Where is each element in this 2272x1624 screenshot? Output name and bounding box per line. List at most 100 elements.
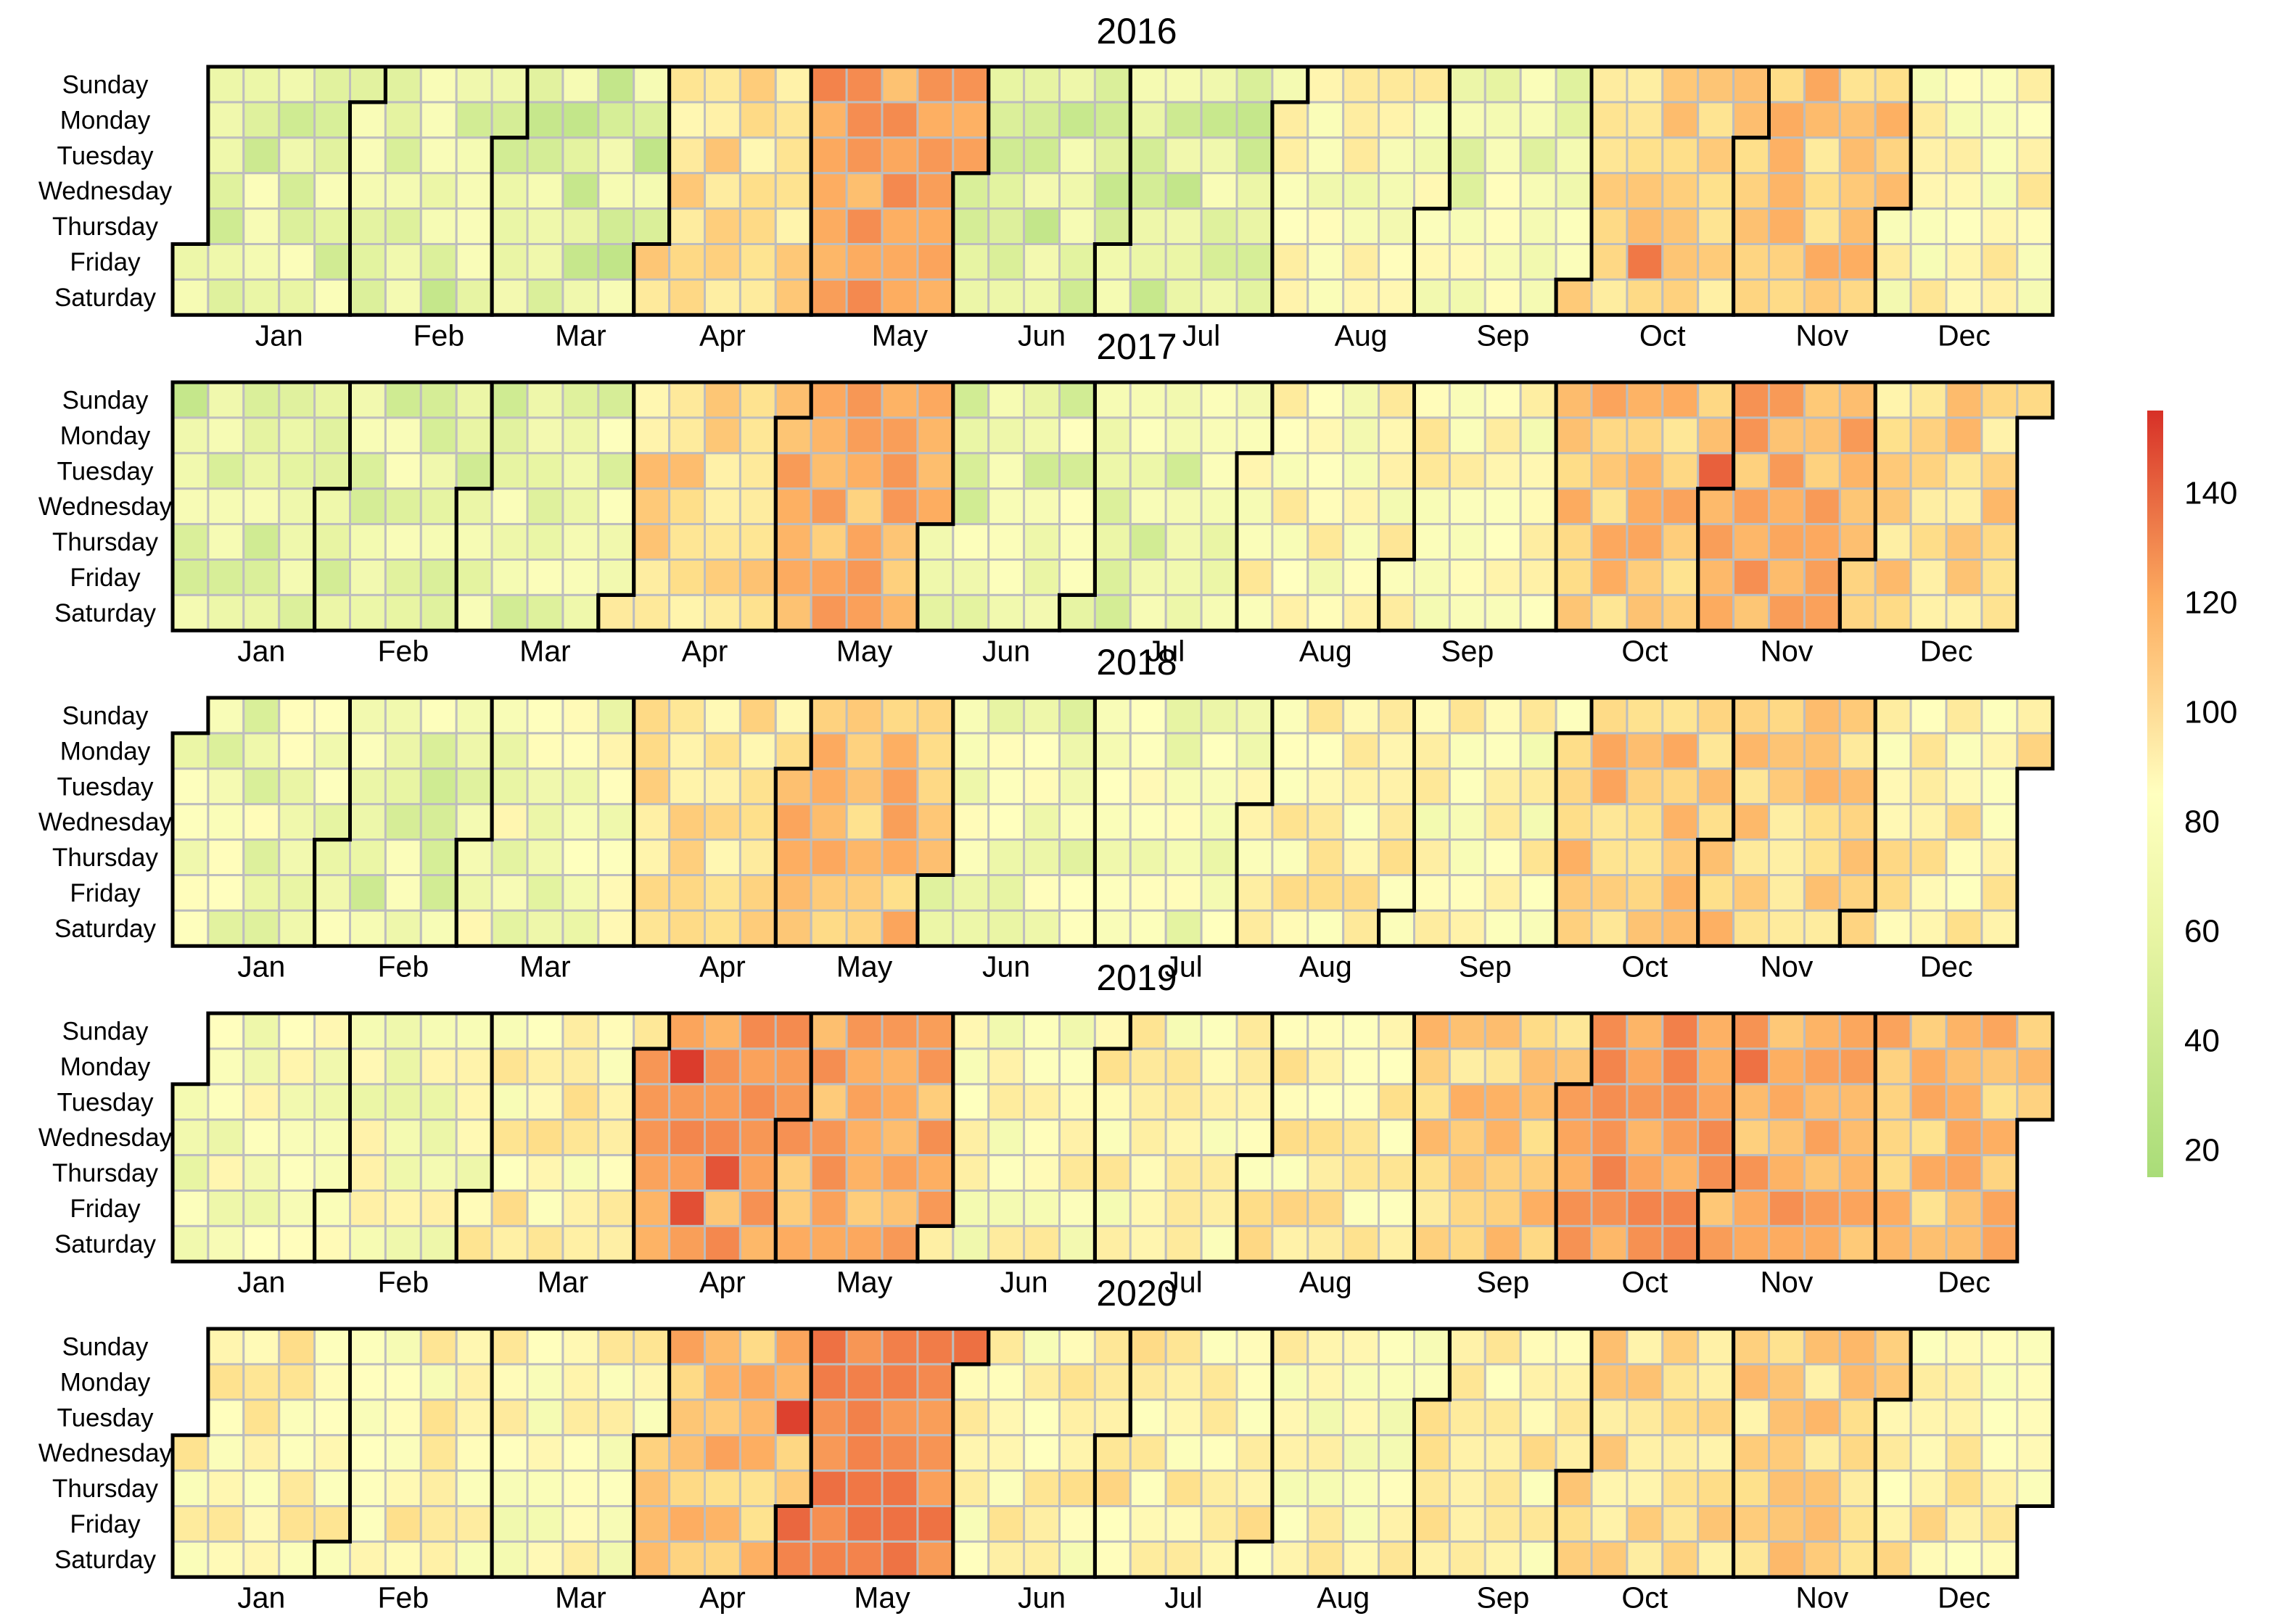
month-label: Mar bbox=[555, 318, 606, 352]
day-cell bbox=[881, 1398, 919, 1437]
day-cell bbox=[171, 243, 210, 281]
day-cell bbox=[597, 558, 635, 596]
day-cell bbox=[561, 136, 600, 175]
month-label: Apr bbox=[699, 1580, 746, 1614]
day-cell bbox=[1093, 1224, 1132, 1263]
day-cell bbox=[490, 381, 529, 419]
day-cell bbox=[987, 452, 1026, 490]
day-cell bbox=[207, 487, 245, 526]
day-cell bbox=[738, 65, 777, 104]
day-cell bbox=[1378, 101, 1415, 139]
day-cell bbox=[1306, 1505, 1345, 1543]
day-cell bbox=[1874, 278, 1912, 316]
day-cell bbox=[1164, 65, 1203, 104]
day-cell bbox=[1448, 523, 1486, 561]
weekday-label: Monday bbox=[60, 737, 151, 765]
day-cell bbox=[1235, 1434, 1274, 1472]
day-cell bbox=[1342, 803, 1380, 841]
day-cell bbox=[916, 1154, 955, 1192]
day-cell bbox=[278, 1398, 316, 1437]
day-cell bbox=[597, 416, 635, 455]
day-cell bbox=[704, 1434, 741, 1472]
day-cell bbox=[1909, 1434, 1948, 1472]
day-cell bbox=[242, 1540, 281, 1578]
day-cell bbox=[1448, 381, 1486, 419]
day-cell bbox=[2016, 1434, 2054, 1472]
day-cell bbox=[1271, 874, 1309, 912]
day-cell bbox=[1732, 278, 1771, 316]
day-cell bbox=[1235, 1470, 1274, 1507]
day-cell bbox=[349, 416, 387, 455]
day-cell bbox=[561, 1398, 600, 1437]
day-cell bbox=[1838, 452, 1877, 490]
day-cell bbox=[810, 1118, 848, 1157]
day-cell bbox=[526, 1012, 564, 1050]
day-cell bbox=[1768, 101, 1806, 139]
day-cell bbox=[810, 172, 848, 210]
day-cell bbox=[1483, 136, 1522, 175]
month-label: Mar bbox=[519, 634, 571, 667]
day-cell bbox=[1590, 593, 1629, 632]
day-cell bbox=[1164, 1540, 1203, 1578]
day-cell bbox=[278, 101, 316, 139]
day-cell bbox=[1555, 136, 1593, 175]
day-cell bbox=[1519, 732, 1557, 770]
day-cell bbox=[1271, 136, 1309, 175]
month-label: Feb bbox=[377, 1580, 429, 1614]
day-cell bbox=[774, 207, 812, 246]
day-cell bbox=[1768, 803, 1806, 841]
day-cell bbox=[2016, 1047, 2054, 1086]
day-cell bbox=[349, 1012, 387, 1050]
day-cell bbox=[1129, 1505, 1167, 1543]
day-cell bbox=[1945, 1470, 1983, 1507]
day-cell bbox=[668, 1012, 706, 1050]
day-cell bbox=[526, 558, 564, 596]
day-cell bbox=[597, 172, 635, 210]
day-cell bbox=[1697, 381, 1735, 419]
day-cell bbox=[810, 1540, 848, 1578]
day-cell bbox=[349, 1434, 387, 1472]
day-cell bbox=[1342, 696, 1380, 735]
day-cell bbox=[668, 523, 706, 561]
day-cell bbox=[207, 523, 245, 561]
day-cell bbox=[633, 101, 671, 139]
day-cell bbox=[1980, 874, 2019, 912]
day-cell bbox=[526, 732, 564, 770]
day-cell bbox=[419, 1398, 458, 1437]
day-cell bbox=[952, 101, 990, 139]
day-cell bbox=[738, 803, 777, 841]
day-cell bbox=[242, 1190, 281, 1227]
day-cell bbox=[1803, 696, 1841, 735]
day-cell bbox=[1519, 1154, 1557, 1192]
day-cell bbox=[1661, 1224, 1700, 1263]
month-label: Apr bbox=[682, 634, 728, 667]
day-cell bbox=[845, 487, 884, 526]
day-cell bbox=[1661, 487, 1700, 526]
day-cell bbox=[455, 1012, 493, 1050]
day-cell bbox=[1378, 838, 1415, 876]
day-cell bbox=[1378, 909, 1415, 947]
day-cell bbox=[1413, 1470, 1451, 1507]
day-cell bbox=[987, 1540, 1026, 1578]
day-cell bbox=[1838, 1190, 1877, 1227]
day-cell bbox=[952, 558, 990, 596]
day-cell bbox=[1909, 1083, 1948, 1121]
day-cell bbox=[207, 558, 245, 596]
day-cell bbox=[313, 1012, 352, 1050]
day-cell bbox=[1803, 65, 1841, 104]
day-cell bbox=[1519, 487, 1557, 526]
day-cell bbox=[1945, 172, 1983, 210]
day-cell bbox=[1306, 207, 1345, 246]
day-cell bbox=[1342, 1327, 1380, 1366]
day-cell bbox=[455, 1118, 493, 1157]
day-cell bbox=[916, 1505, 955, 1543]
day-cell bbox=[668, 65, 706, 104]
day-cell bbox=[1342, 1190, 1380, 1227]
day-cell bbox=[1164, 1118, 1203, 1157]
day-cell bbox=[952, 1434, 990, 1472]
day-cell bbox=[1378, 1470, 1415, 1507]
day-cell bbox=[668, 1047, 706, 1086]
day-cell bbox=[1235, 487, 1274, 526]
month-label: Feb bbox=[377, 949, 429, 983]
day-cell bbox=[1200, 838, 1238, 876]
